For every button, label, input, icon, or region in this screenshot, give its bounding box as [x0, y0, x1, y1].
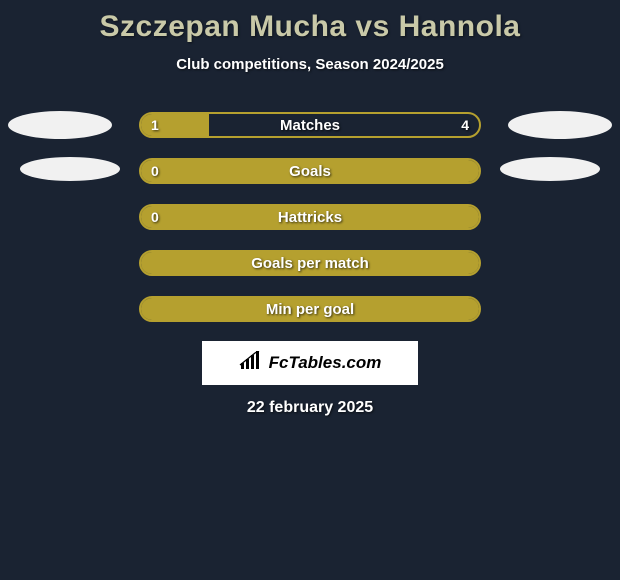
brand-logo: FcTables.com	[202, 341, 418, 385]
stat-row-matches: 1 Matches 4	[0, 101, 620, 147]
stat-bar-fill	[141, 160, 479, 182]
chart-icon	[239, 351, 265, 376]
stat-value-right: 4	[461, 114, 469, 136]
infographic-container: Szczepan Mucha vs Hannola Club competiti…	[0, 0, 620, 417]
stat-bar-fill	[141, 252, 479, 274]
stat-bar: 0 Goals	[139, 158, 481, 184]
comparison-chart: 1 Matches 4 0 Goals 0 Hattricks	[0, 101, 620, 331]
stat-value-left: 0	[151, 206, 159, 228]
stat-row-min-per-goal: Min per goal	[0, 285, 620, 331]
stat-row-goals-per-match: Goals per match	[0, 239, 620, 285]
stat-bar-fill	[141, 206, 479, 228]
subtitle: Club competitions, Season 2024/2025	[0, 56, 620, 73]
stat-bar: Min per goal	[139, 296, 481, 322]
stat-bar: Goals per match	[139, 250, 481, 276]
stat-row-goals: 0 Goals	[0, 147, 620, 193]
date-text: 22 february 2025	[0, 399, 620, 417]
player-b-badge	[500, 157, 600, 181]
stat-bar-fill	[141, 298, 479, 320]
player-a-badge	[20, 157, 120, 181]
stat-bar: 1 Matches 4	[139, 112, 481, 138]
stat-value-left: 0	[151, 160, 159, 182]
player-a-badge	[8, 111, 112, 139]
stat-value-left: 1	[151, 114, 159, 136]
stat-row-hattricks: 0 Hattricks	[0, 193, 620, 239]
player-b-badge	[508, 111, 612, 139]
stat-bar: 0 Hattricks	[139, 204, 481, 230]
page-title: Szczepan Mucha vs Hannola	[0, 10, 620, 44]
brand-text: FcTables.com	[269, 353, 382, 373]
